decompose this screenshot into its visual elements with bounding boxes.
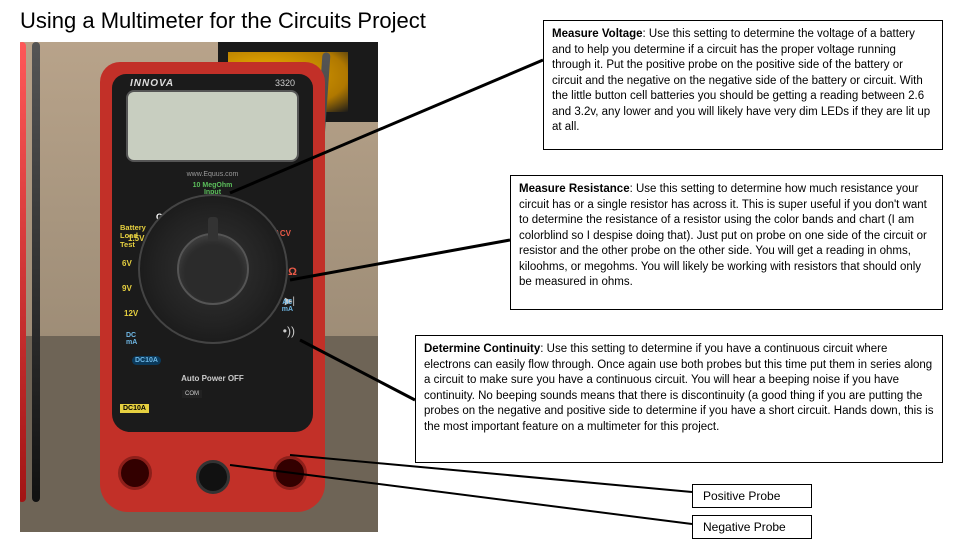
dial-ring — [138, 194, 288, 344]
lcd-screen — [126, 90, 299, 162]
auto-power-off-label: Auto Power OFF — [112, 374, 313, 383]
dial-9v: 9V — [122, 284, 132, 293]
dial-dc10a: DC10A — [132, 356, 161, 365]
port-dc10a — [118, 456, 152, 490]
callout-resistance-heading: Measure Resistance — [519, 183, 630, 195]
callout-positive-probe: Positive Probe — [692, 484, 812, 508]
dial-dcma: DC mA — [126, 332, 137, 346]
ohm-icon: Ω — [288, 266, 297, 278]
dial-pointer — [208, 217, 218, 241]
callout-continuity-heading: Determine Continuity — [424, 343, 540, 355]
page-title: Using a Multimeter for the Circuits Proj… — [20, 8, 426, 34]
multimeter-photo: INNOVA 3320 www.Equus.com Battery Load T… — [20, 42, 378, 532]
port-vohm — [273, 456, 307, 490]
callout-voltage-heading: Measure Voltage — [552, 28, 643, 40]
continuity-icon: •)) — [283, 324, 295, 338]
port-com — [196, 460, 230, 494]
com-port-label: COM — [182, 390, 202, 398]
callout-measure-voltage: Measure Voltage: Use this setting to det… — [543, 20, 943, 150]
dc10a-badge: DC10A — [120, 404, 149, 413]
probe-black-lead-left — [32, 42, 40, 502]
model-label: 3320 — [275, 78, 295, 88]
multimeter-body: INNOVA 3320 www.Equus.com Battery Load T… — [100, 62, 325, 512]
dial-knob — [177, 233, 249, 305]
dial-6v: 6V — [122, 259, 132, 268]
url-label: www.Equus.com — [112, 171, 313, 178]
callout-negative-probe: Negative Probe — [692, 515, 812, 539]
probe-red-lead — [20, 42, 26, 502]
dial-acma: AC mA — [282, 299, 293, 313]
callout-determine-continuity: Determine Continuity: Use this setting t… — [415, 335, 943, 463]
callout-measure-resistance: Measure Resistance: Use this setting to … — [510, 175, 943, 310]
dial-12v: 12V — [124, 309, 138, 318]
callout-resistance-body: : Use this setting to determine how much… — [519, 183, 927, 288]
brand-label: INNOVA — [130, 78, 174, 89]
callout-voltage-body: : Use this setting to determine the volt… — [552, 28, 930, 133]
callout-continuity-body: : Use this setting to determine if you h… — [424, 343, 933, 433]
